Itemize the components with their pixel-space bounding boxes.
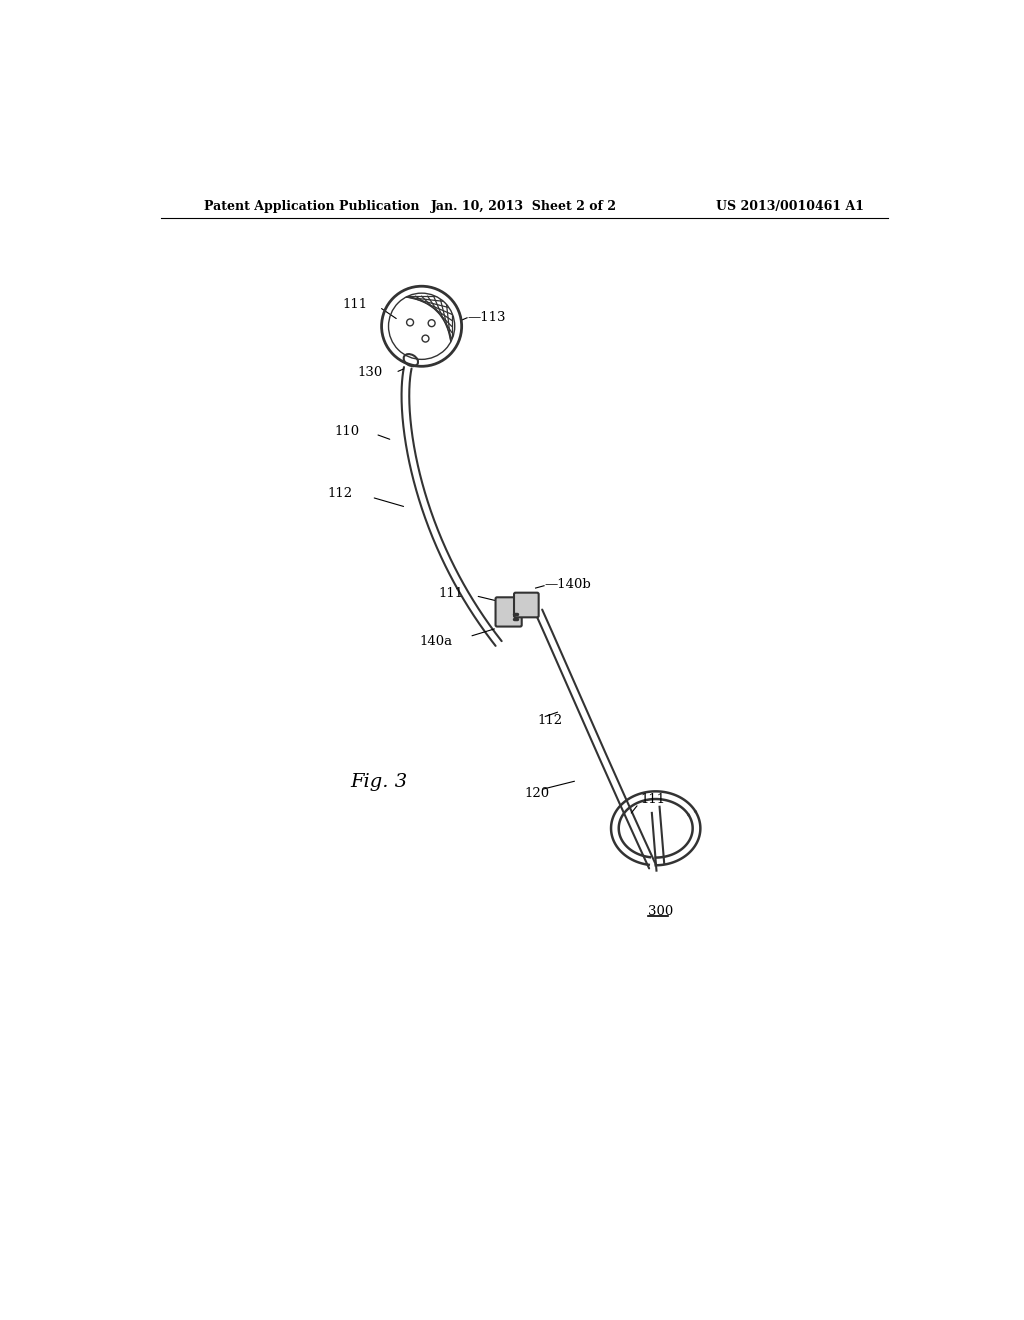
Text: 120: 120 (524, 787, 550, 800)
Text: —113: —113 (467, 310, 506, 323)
Text: US 2013/0010461 A1: US 2013/0010461 A1 (716, 199, 864, 213)
FancyBboxPatch shape (496, 598, 521, 627)
Text: 112: 112 (538, 714, 562, 727)
Text: 111: 111 (640, 792, 666, 805)
Text: Fig. 3: Fig. 3 (350, 774, 408, 791)
Text: 140a: 140a (419, 635, 453, 648)
Text: 130: 130 (357, 366, 383, 379)
Text: 112: 112 (328, 487, 352, 500)
Text: Jan. 10, 2013  Sheet 2 of 2: Jan. 10, 2013 Sheet 2 of 2 (431, 199, 616, 213)
Text: 111: 111 (438, 587, 463, 601)
Text: —140b: —140b (544, 578, 591, 591)
FancyBboxPatch shape (514, 593, 539, 618)
Text: Patent Application Publication: Patent Application Publication (204, 199, 419, 213)
Text: 300: 300 (648, 906, 673, 917)
Text: 111: 111 (343, 298, 368, 312)
Text: 110: 110 (335, 425, 360, 438)
